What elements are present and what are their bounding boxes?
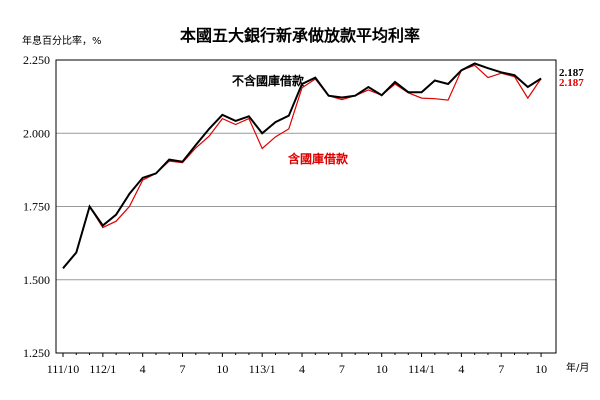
chart-title: 本國五大銀行新承做放款平均利率 [180,26,420,45]
y-axis-ticks: 2.250 2.000 1.750 1.500 1.250 [23,53,50,360]
x-tick-label: 4 [140,362,146,376]
series-label-excluding-treasury: 不含國庫借款 [232,73,305,88]
x-axis-unit-label: 年/月 [566,361,589,374]
end-value-with-treasury: 2.187 [559,77,584,89]
x-tick-label: 4 [458,362,464,376]
y-tick-label: 1.750 [23,200,50,214]
x-tick-label: 7 [498,362,504,376]
series-line-with-treasury [62,64,542,269]
plot-frame [55,59,557,354]
x-tick-label: 112/1 [89,362,116,376]
end-value-excluding-treasury: 2.187 [559,67,584,79]
x-tick-label: 10 [535,362,547,376]
x-tick-label: 10 [216,362,228,376]
gridlines [56,132,556,281]
series-line-excluding-treasury [62,62,542,269]
y-tick-label: 1.250 [23,346,50,360]
series-label-with-treasury: 含國庫借款 [288,151,349,166]
y-tick-label: 2.000 [23,126,50,140]
y-axis-unit-label: 年息百分比率，% [22,34,102,47]
x-tick-label: 111/10 [47,362,79,376]
x-axis-ticks: 111/10 112/1 4 7 10 113/1 4 7 10 114/1 4 7 10 [47,353,547,376]
y-tick-label: 2.250 [23,53,50,67]
x-tick-label: 7 [339,362,345,376]
x-tick-label: 4 [299,362,305,376]
x-tick-label: 10 [376,362,388,376]
x-tick-label: 114/1 [408,362,435,376]
y-tick-label: 1.500 [23,273,50,287]
x-tick-label: 7 [180,362,186,376]
x-tick-label: 113/1 [249,362,276,376]
